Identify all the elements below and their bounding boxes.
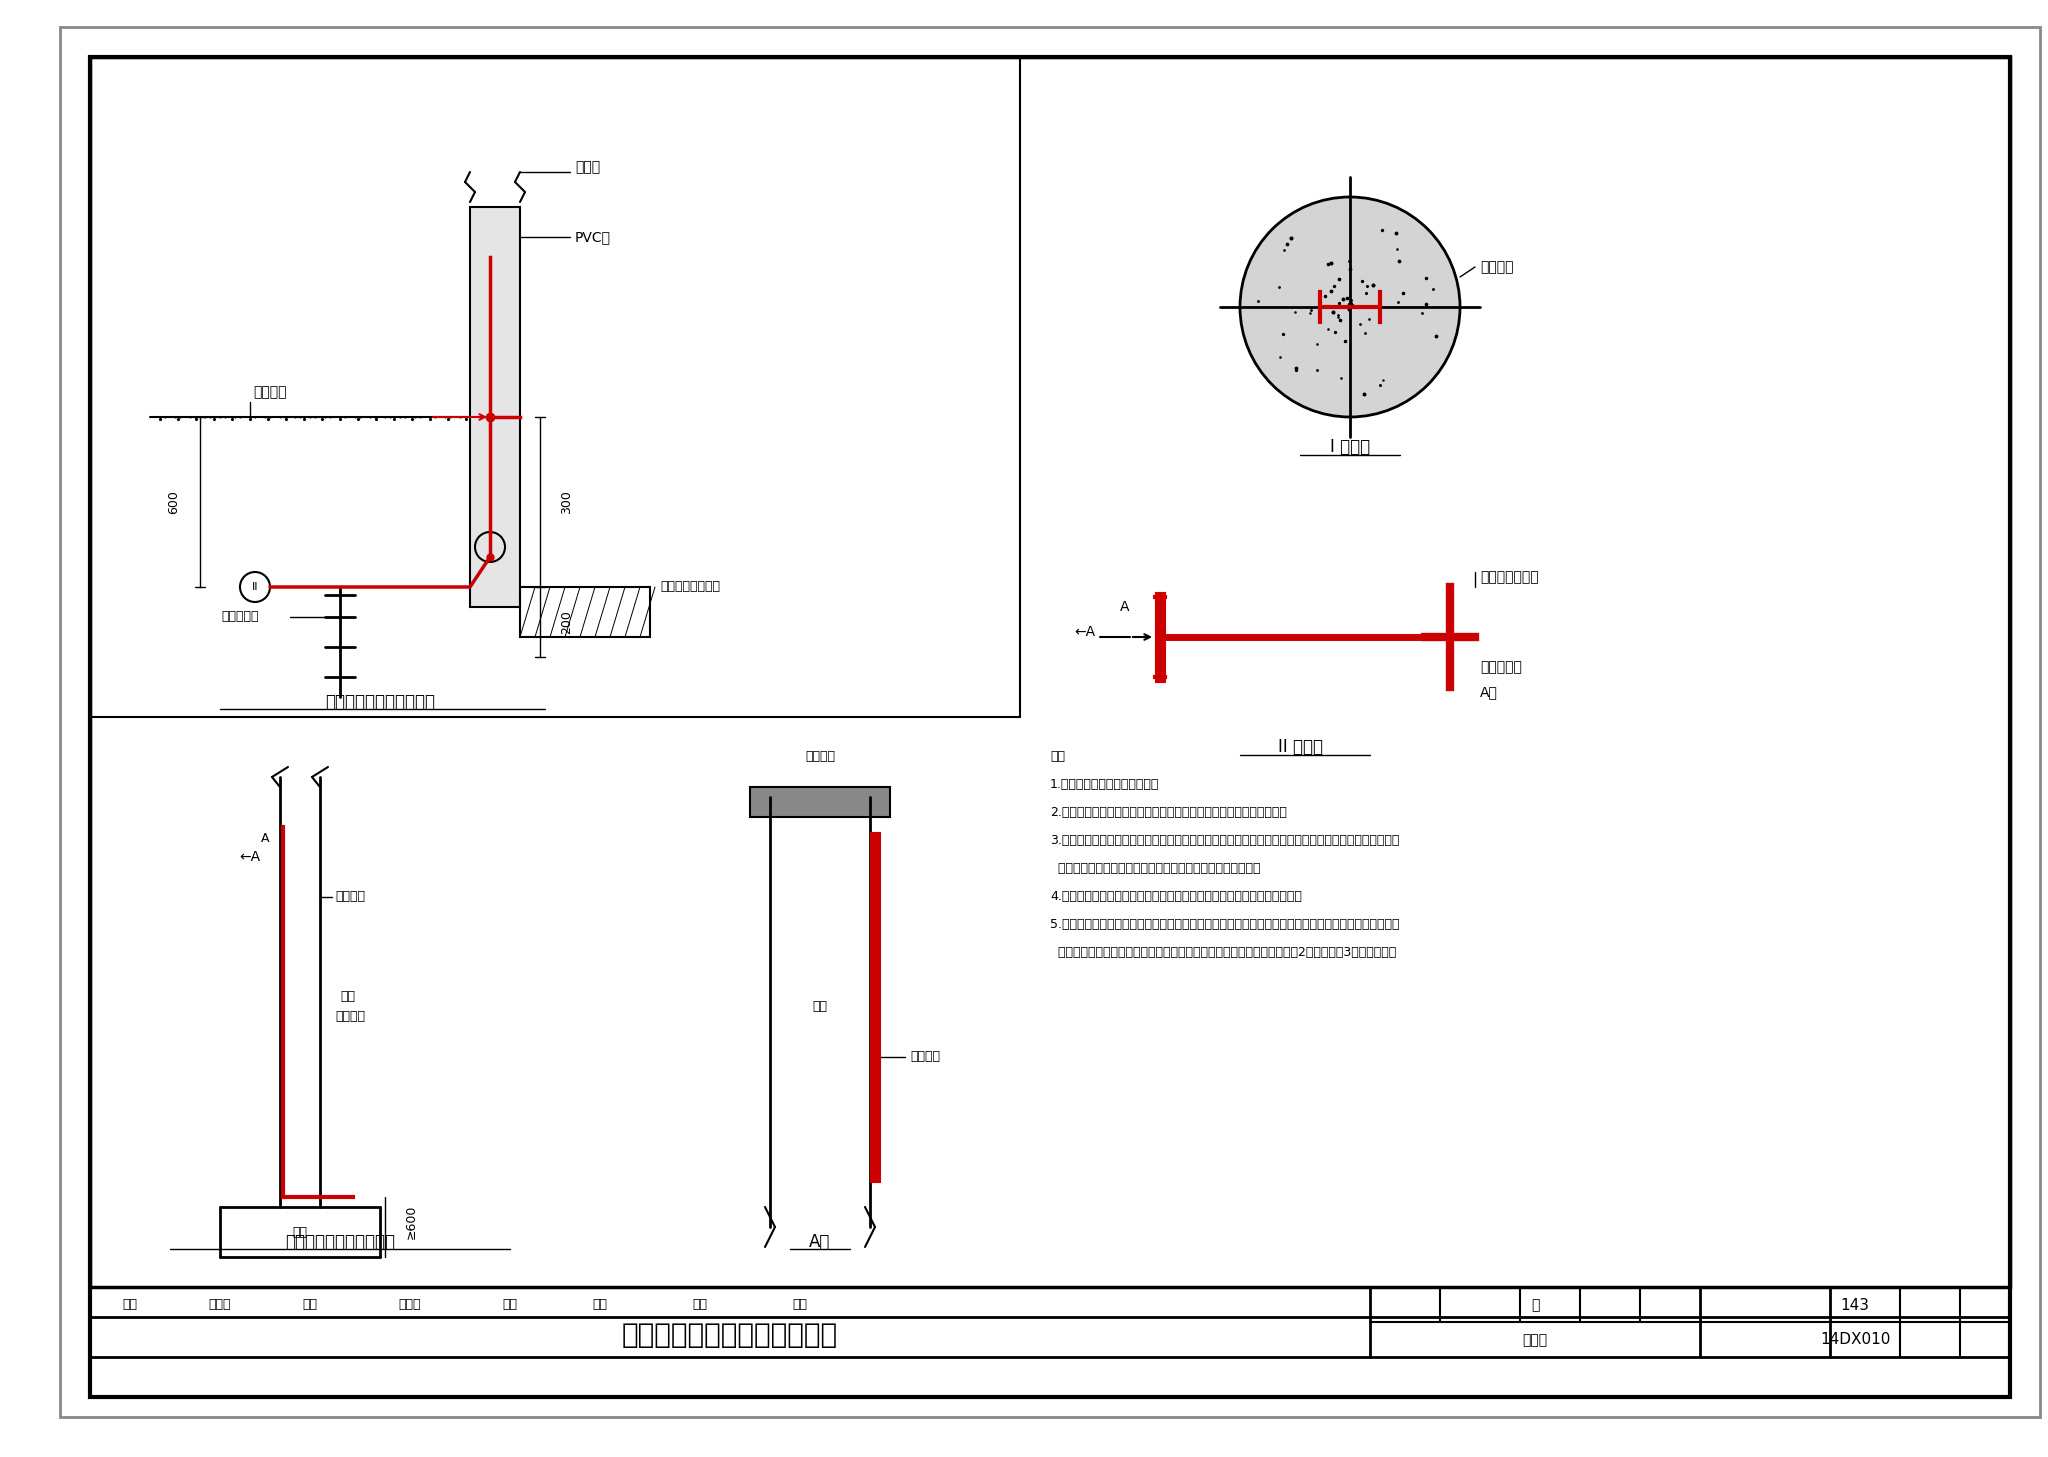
Text: 图集号: 图集号	[1522, 1333, 1548, 1348]
Text: I 大样图: I 大样图	[1329, 439, 1370, 456]
Text: 室外地面: 室外地面	[254, 385, 287, 399]
Text: I: I	[487, 542, 492, 552]
Text: 人工水平接地体: 人工水平接地体	[1481, 570, 1538, 584]
Text: 垂直接地体: 垂直接地体	[221, 610, 258, 624]
Text: 200: 200	[559, 610, 573, 634]
Text: 结构墙: 结构墙	[575, 160, 600, 173]
Bar	[520, 587, 649, 637]
Text: ←A: ←A	[240, 849, 260, 864]
Text: 1.本图适用于地面站和高架站。: 1.本图适用于地面站和高架站。	[1051, 778, 1159, 791]
Text: 陈建平: 陈建平	[399, 1298, 422, 1311]
Text: 14DX010: 14DX010	[1821, 1333, 1890, 1348]
Text: 接地引出线: 接地引出线	[1481, 660, 1522, 675]
Text: 室外地坪: 室外地坪	[336, 1011, 365, 1023]
Text: 立柱: 立柱	[813, 1001, 827, 1014]
Circle shape	[1239, 197, 1460, 417]
Text: 进行防腐处理。扁钢之间的连接采用搭焊接，搭接长度不小于扁钢宽度的2倍，且至少3个接边焊接。: 进行防腐处理。扁钢之间的连接采用搭焊接，搭接长度不小于扁钢宽度的2倍，且至少3个…	[1051, 947, 1397, 960]
Text: 2.接地引出线与人工水平接地体间焊接连接，焊接方法采用放热焊接。: 2.接地引出线与人工水平接地体间焊接连接，焊接方法采用放热焊接。	[1051, 807, 1286, 819]
Text: 预埋钢板: 预埋钢板	[805, 750, 836, 763]
Text: A: A	[260, 832, 268, 845]
Text: 注：: 注：	[1051, 750, 1065, 763]
Text: ≥600: ≥600	[406, 1205, 418, 1240]
Text: 接地引出线及连接方式示意图: 接地引出线及连接方式示意图	[623, 1321, 838, 1349]
Text: 高架站接地引出线示意图: 高架站接地引出线示意图	[285, 1233, 395, 1252]
Text: 审核: 审核	[123, 1298, 137, 1311]
Text: 王贵东: 王贵东	[209, 1298, 231, 1311]
Text: 绘制: 绘制	[502, 1298, 518, 1311]
Bar	[469, 207, 520, 608]
Text: 高晨: 高晨	[793, 1298, 807, 1311]
Text: ←A: ←A	[1075, 625, 1096, 640]
Text: 入室内。室外接地引出线引出地面部分需穿地缘管进行保护。: 入室内。室外接地引出线引出地面部分需穿地缘管进行保护。	[1051, 863, 1260, 876]
Text: 300: 300	[559, 490, 573, 514]
Text: II 大样图: II 大样图	[1278, 739, 1323, 756]
Bar	[750, 787, 891, 817]
Text: 镀锌扁钢: 镀锌扁钢	[909, 1050, 940, 1064]
Text: 设计: 设计	[592, 1298, 608, 1311]
Text: II: II	[252, 581, 258, 592]
Text: 地面站接地引出线示意图: 地面站接地引出线示意图	[326, 694, 434, 711]
Text: 立柱: 立柱	[340, 991, 354, 1004]
Text: PVC管: PVC管	[575, 230, 610, 243]
Text: 苗晨: 苗晨	[692, 1298, 707, 1311]
Text: 143: 143	[1841, 1298, 1870, 1313]
Text: 校对: 校对	[303, 1298, 317, 1311]
Text: A: A	[1120, 600, 1130, 613]
Text: 5.图中扁钢与柱内预埋钢板及扁钢之间的焊接应牢固无虚焊，不应有夹渣、咬边及未焊透现象，焊接处应: 5.图中扁钢与柱内预埋钢板及扁钢之间的焊接应牢固无虚焊，不应有夹渣、咬边及未焊透…	[1051, 918, 1399, 931]
Text: 膨胀螺栓: 膨胀螺栓	[1481, 259, 1513, 274]
Bar	[90, 57, 2009, 1287]
Bar	[469, 207, 520, 608]
Text: 镀锌扁钢: 镀锌扁钢	[336, 890, 365, 903]
Text: A向: A向	[809, 1233, 831, 1252]
Text: 3.接地引出线应在室外地面填实前与人工水平接地体焊好引出，引出的接头要妥善保管，待墙体建好后引: 3.接地引出线应在室外地面填实前与人工水平接地体焊好引出，引出的接头要妥善保管，…	[1051, 835, 1399, 848]
Text: 室内电缆夹层地面: 室内电缆夹层地面	[659, 580, 721, 593]
Text: 页: 页	[1530, 1298, 1540, 1311]
Text: 600: 600	[168, 490, 180, 514]
Text: 4.接地引出线够敷时，其套管内、外管口需用防火材料或建筑密封膏堵死。: 4.接地引出线够敷时，其套管内、外管口需用防火材料或建筑密封膏堵死。	[1051, 890, 1303, 903]
Text: 承台: 承台	[293, 1225, 307, 1238]
Text: A向: A向	[1481, 685, 1497, 699]
